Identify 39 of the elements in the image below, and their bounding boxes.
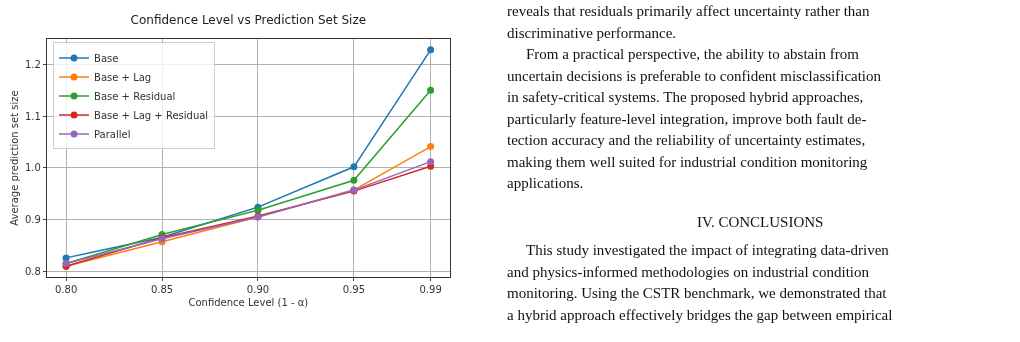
x-tick-label: 0.95 <box>342 284 366 296</box>
x-axis-title: Confidence Level (1 - α) <box>188 296 309 308</box>
text: This study investigated the impact of integrating data-driven <box>526 242 890 258</box>
y-tick-label: 1.2 <box>25 58 41 70</box>
y-tick-label: 1.1 <box>25 110 41 122</box>
point <box>350 163 358 171</box>
point <box>427 46 435 54</box>
legend-label: Base + Residual <box>94 90 176 102</box>
legend-label: Parallel <box>94 128 131 140</box>
legend-label: Base + Lag <box>94 71 152 83</box>
text: From a practical perspective, the ability to abstain from <box>526 46 860 62</box>
point <box>427 86 435 94</box>
text: IV. CONCLUSIONS <box>697 214 824 230</box>
point <box>62 254 70 262</box>
text: a hybrid approach effectively bridges the gap between empirical <box>507 307 893 323</box>
legend-label: Base + Lag + Residual <box>94 109 209 121</box>
text: making them well suited for industrial condition monitoring <box>507 154 868 170</box>
chart-title: Confidence Level vs Prediction Set Size <box>130 12 367 27</box>
y-tick-label: 0.8 <box>25 265 41 277</box>
x-tick-label: 0.99 <box>419 284 442 296</box>
point <box>350 176 358 184</box>
text: reveals that residuals primarily affect uncertainty rather than <box>507 3 870 19</box>
point <box>427 143 435 151</box>
text: and physics-informed methodologies on industrial condition <box>507 264 870 280</box>
legend-label: Base <box>94 52 119 64</box>
y-tick-label: 1.0 <box>25 162 41 174</box>
text: applications. <box>507 175 584 191</box>
x-tick-label: 0.90 <box>246 284 270 296</box>
point <box>427 158 435 166</box>
text: particularly feature-level integration, improve both fault de- <box>507 111 867 127</box>
y-axis-title: Average prediction set size <box>9 90 21 226</box>
x-tick-label: 0.85 <box>150 284 174 296</box>
text: discriminative performance. <box>507 25 677 41</box>
text: uncertain decisions is preferable to confident misclassification <box>507 68 882 84</box>
x-tick-label: 0.80 <box>54 284 78 296</box>
text: tection accuracy and the reliability of uncertainty estimates, <box>507 132 866 148</box>
y-tick-label: 0.9 <box>25 214 41 226</box>
text: monitoring. Using the CSTR benchmark, we demonstrated that <box>507 285 888 301</box>
text: in safety-critical systems. The proposed hybrid approaches, <box>507 89 864 105</box>
